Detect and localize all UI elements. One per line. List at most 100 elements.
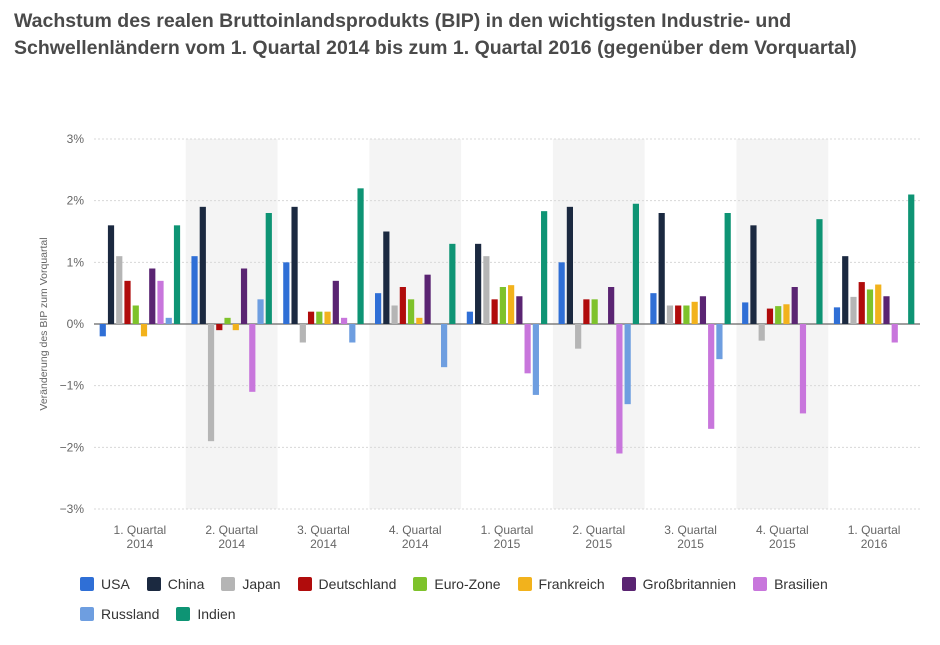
legend-label: Frankreich — [538, 576, 605, 592]
bar-großbritannien-2 — [332, 280, 339, 324]
bar-großbritannien-4 — [516, 296, 523, 324]
bar-frankreich-7 — [783, 304, 790, 324]
x-category-label: 1. Quartal 2014 — [114, 523, 167, 551]
bar-indien-8 — [908, 194, 915, 324]
legend-swatch — [297, 577, 312, 591]
legend-swatch — [221, 577, 236, 591]
bar-china-3 — [383, 231, 390, 324]
legend-item[interactable]: Japan — [221, 576, 281, 592]
bar-indien-4 — [541, 211, 548, 324]
bar-japan-3 — [391, 305, 398, 324]
bar-euro-zone-4 — [499, 287, 506, 324]
bar-euro-zone-8 — [866, 289, 874, 324]
legend-swatch — [146, 577, 161, 591]
legend-label: USA — [101, 576, 130, 592]
bar-brasilien-7 — [799, 324, 807, 414]
bar-euro-zone-6 — [683, 305, 690, 324]
legend-item[interactable]: China — [146, 576, 204, 592]
bar-deutschland-8 — [858, 282, 865, 324]
bar-großbritannien-6 — [699, 296, 707, 324]
legend-item[interactable]: Deutschland — [297, 576, 397, 592]
bar-japan-1 — [207, 324, 215, 442]
bar-euro-zone-3 — [407, 299, 415, 324]
bar-japan-4 — [483, 256, 490, 324]
bar-brasilien-6 — [708, 324, 715, 429]
legend-item[interactable]: Euro-Zone — [413, 576, 501, 592]
bar-indien-5 — [632, 203, 640, 324]
bar-indien-3 — [449, 243, 456, 324]
bar-großbritannien-7 — [791, 287, 798, 324]
bar-frankreich-8 — [875, 284, 882, 324]
legend: USA China Japan Deutschland Euro-Zone Frankre… — [80, 576, 920, 636]
bar-großbritannien-8 — [883, 296, 890, 324]
bar-usa-0 — [99, 324, 106, 337]
legend-label: Brasilien — [774, 576, 828, 592]
y-tick-label: 1% — [67, 255, 85, 269]
x-category-label: 1. Quartal 2016 — [848, 523, 901, 551]
legend-label: Euro-Zone — [434, 576, 501, 592]
legend-swatch — [753, 577, 768, 591]
bar-brasilien-1 — [249, 324, 256, 392]
bar-brasilien-4 — [524, 324, 531, 374]
bar-deutschland-3 — [399, 287, 406, 324]
bar-japan-0 — [116, 256, 123, 324]
bar-deutschland-7 — [766, 308, 774, 324]
bar-brasilien-8 — [891, 324, 898, 343]
bar-china-0 — [107, 225, 115, 324]
bar-großbritannien-0 — [149, 268, 156, 324]
chart-canvas: 3% 2% 1% 0% −1% −2% −3% 1. Quartal 2014 2. Quart… — [38, 132, 920, 551]
x-category-label: 4. Quartal 2014 — [389, 523, 442, 551]
bar-usa-5 — [558, 262, 565, 324]
bar-deutschland-1 — [216, 324, 223, 331]
legend-swatch — [413, 577, 428, 591]
bar-frankreich-0 — [140, 324, 148, 337]
bar-frankreich-3 — [416, 317, 423, 324]
y-axis-label: Veränderung des BIP zum Vorquartal — [38, 237, 50, 410]
bar-frankreich-4 — [508, 285, 515, 324]
y-axis-ticks: 3% 2% 1% 0% −1% −2% −3% — [60, 132, 85, 516]
bar-china-8 — [842, 256, 849, 324]
bar-usa-7 — [742, 302, 749, 324]
x-category-label: 3. Quartal 2015 — [664, 523, 717, 551]
bar-russland-2 — [349, 324, 356, 343]
legend-label: Russland — [101, 606, 160, 622]
legend-label: Japan — [242, 576, 281, 592]
bar-japan-2 — [299, 324, 306, 343]
x-category-label: 1. Quartal 2015 — [481, 523, 534, 551]
legend-item[interactable]: USA — [80, 576, 130, 592]
bar-russland-0 — [165, 317, 172, 324]
legend-item[interactable]: Brasilien — [753, 576, 828, 592]
bar-china-2 — [291, 206, 298, 324]
bar-euro-zone-5 — [591, 299, 598, 324]
y-tick-label: 3% — [67, 132, 85, 146]
bar-indien-1 — [265, 213, 272, 324]
bar-deutschland-5 — [583, 299, 590, 324]
bar-usa-3 — [374, 293, 382, 324]
legend-item[interactable]: Großbritannien — [621, 576, 737, 592]
bar-russland-6 — [716, 324, 723, 360]
bar-china-6 — [658, 213, 665, 324]
x-category-label: 2. Quartal 2015 — [572, 523, 625, 551]
bar-frankreich-6 — [691, 301, 698, 324]
bar-japan-8 — [850, 296, 857, 324]
bar-euro-zone-7 — [775, 306, 782, 324]
bar-usa-6 — [650, 293, 657, 324]
y-tick-label: −3% — [60, 502, 85, 516]
bar-russland-4 — [532, 324, 539, 395]
x-category-label: 3. Quartal 2014 — [297, 523, 350, 551]
legend-item[interactable]: Russland — [80, 606, 159, 622]
bar-großbritannien-5 — [608, 287, 615, 324]
legend-label: Großbritannien — [642, 576, 737, 592]
y-tick-label: −2% — [60, 440, 85, 454]
legend-swatch — [80, 607, 94, 621]
bar-frankreich-1 — [232, 324, 239, 331]
legend-item[interactable]: Frankreich — [517, 576, 605, 592]
bar-usa-1 — [191, 256, 198, 324]
bar-russland-5 — [624, 324, 631, 405]
legend-label: Deutschland — [318, 576, 397, 592]
bar-deutschland-6 — [675, 305, 682, 324]
bar-großbritannien-1 — [240, 268, 248, 324]
legend-item[interactable]: Indien — [176, 606, 236, 622]
y-tick-label: −1% — [60, 379, 85, 393]
legend-swatch — [80, 577, 94, 591]
